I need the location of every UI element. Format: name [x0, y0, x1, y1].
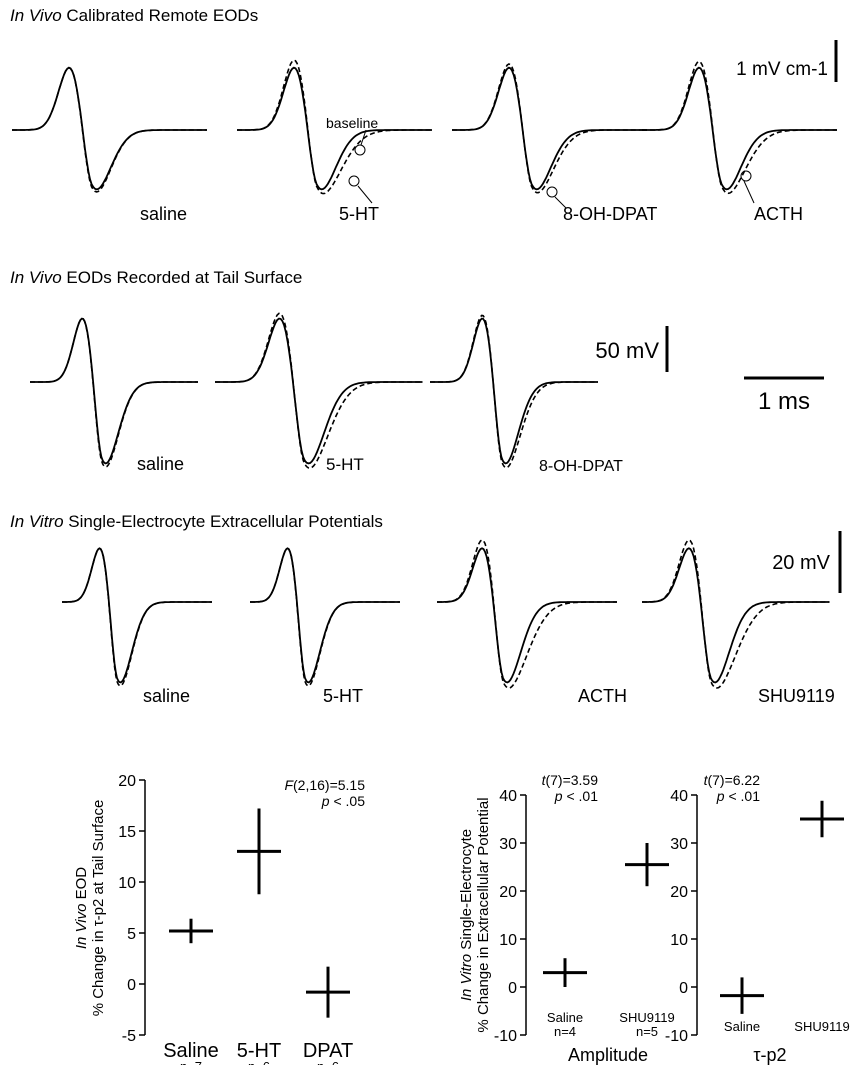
trace-label: ACTH [578, 686, 627, 706]
stat-charts: -505101520Salinen=75-HTn=6DPATn=6F(2,16)… [73, 772, 850, 1065]
trace-baseline-row3-3 [642, 547, 830, 684]
n-label: n=5 [636, 1024, 658, 1039]
section-title-2: In Vivo EODs Recorded at Tail Surface [10, 268, 303, 287]
category-label: Saline [163, 1040, 219, 1062]
y-tick-label: 10 [670, 932, 688, 949]
trace-label: 5-HT [339, 204, 379, 224]
y-tick-label: 10 [499, 932, 517, 949]
scale-bar-row1-label: 1 mV cm-1 [736, 59, 828, 80]
scale-bar-time: 1 ms [744, 376, 824, 415]
section-title-3: In Vitro Single-Electrocyte Extracellula… [10, 512, 383, 531]
trace-label: 8-OH-DPAT [563, 204, 657, 224]
y-tick-label: 20 [499, 884, 517, 901]
y-axis-label-line2: % Change in Extracellular Potential [475, 797, 492, 1032]
chart-panel-0: -505101520Salinen=75-HTn=6DPATn=6F(2,16)… [73, 773, 365, 1065]
trace-baseline-row1-1 [237, 66, 432, 191]
n-label: n=6 [248, 1059, 270, 1065]
y-tick-label: 40 [670, 788, 688, 805]
x-axis-label: τ-p2 [753, 1045, 786, 1065]
trace-baseline-row2-1 [215, 317, 423, 465]
trace-baseline-row3-1 [250, 547, 400, 684]
scale-bar-time-label: 1 ms [758, 388, 810, 415]
trace-label: saline [140, 204, 187, 224]
y-tick-label: 30 [670, 836, 688, 853]
trace-treatment-row3-2 [437, 539, 617, 689]
stat-p-label: p < .05 [321, 793, 365, 809]
scale-bar-row3: 20 mV [772, 531, 842, 593]
trace-label: saline [143, 686, 190, 706]
y-tick-label: 0 [679, 980, 688, 997]
trace-baseline-row1-2 [452, 66, 647, 191]
n-label: n=7 [180, 1059, 202, 1065]
y-tick-label: -10 [665, 1028, 688, 1045]
trace-baseline-row2-2 [430, 317, 598, 465]
annotation-baseline: baseline [326, 115, 378, 131]
y-axis-label-line1: In Vitro Single-Electrocyte [458, 829, 475, 1001]
trace-labels: saline 5-HT 8-OH-DPAT ACTH saline 5-HT 8… [137, 204, 835, 706]
trace-label: 5-HT [326, 455, 364, 474]
y-tick-label: 30 [499, 836, 517, 853]
stat-label: F(2,16)=5.15 [284, 777, 365, 793]
x-axis-label: Amplitude [568, 1045, 648, 1065]
trace-baseline-row3-0 [62, 547, 212, 684]
stat-p-label: p < .01 [554, 788, 598, 804]
y-tick-label: 20 [670, 884, 688, 901]
trace-treatment-row3-0 [62, 547, 212, 687]
y-tick-label: 40 [499, 788, 517, 805]
trace-label: 5-HT [323, 686, 363, 706]
stat-p-label: p < .01 [716, 788, 760, 804]
category-label: DPAT [303, 1040, 353, 1062]
scale-bar-row3-label: 20 mV [772, 552, 830, 574]
y-tick-label: 0 [127, 977, 136, 994]
trace-baseline-row3-2 [437, 547, 617, 684]
category-label: Saline [547, 1010, 583, 1025]
section-title-1: In Vivo Calibrated Remote EODs [10, 6, 259, 25]
trace-baseline-row1-3 [642, 66, 837, 191]
chart-panel-2: -10 0 10 20 30 40 Saline SHU9119 t(7)=6.22p < .0… [665, 772, 850, 1065]
scale-bar-row2-label: 50 mV [595, 338, 659, 363]
trace-label: SHU9119 [758, 686, 835, 706]
y-tick-label: -10 [494, 1028, 517, 1045]
trace-treatment-row1-2 [452, 63, 647, 194]
y-axis-label-line1: In Vivo EOD [73, 867, 90, 949]
trace-label: saline [137, 454, 184, 474]
trace-baseline-row1-0 [12, 66, 207, 191]
category-label: SHU9119 [619, 1010, 674, 1025]
scale-bar-row2: 50 mV [595, 326, 669, 372]
y-tick-label: 0 [508, 980, 517, 997]
category-label: SHU9119 [794, 1019, 849, 1034]
stat-label: t(7)=3.59 [542, 772, 599, 788]
y-axis-label-line2: % Change in τ-p2 at Tail Surface [90, 800, 107, 1017]
y-tick-label: -5 [122, 1028, 136, 1045]
trace-baseline-row2-0 [30, 317, 198, 465]
y-tick-label: 15 [118, 824, 136, 841]
y-tick-label: 5 [127, 926, 136, 943]
annotation-callouts: baseline [326, 115, 755, 209]
trace-treatment-row3-1 [250, 547, 400, 687]
trace-label: ACTH [754, 204, 803, 224]
category-label: 5-HT [237, 1040, 281, 1062]
y-tick-label: 20 [118, 773, 136, 790]
waveform-traces [12, 59, 837, 689]
y-tick-label: 10 [118, 875, 136, 892]
trace-treatment-row2-1 [215, 312, 423, 470]
n-label: n=4 [554, 1024, 576, 1039]
scale-bar-row1: 1 mV cm-1 [736, 40, 838, 82]
trace-label: 8-OH-DPAT [539, 458, 623, 475]
n-label: n=6 [317, 1059, 339, 1065]
category-label: Saline [724, 1019, 760, 1034]
stat-label: t(7)=6.22 [704, 772, 761, 788]
